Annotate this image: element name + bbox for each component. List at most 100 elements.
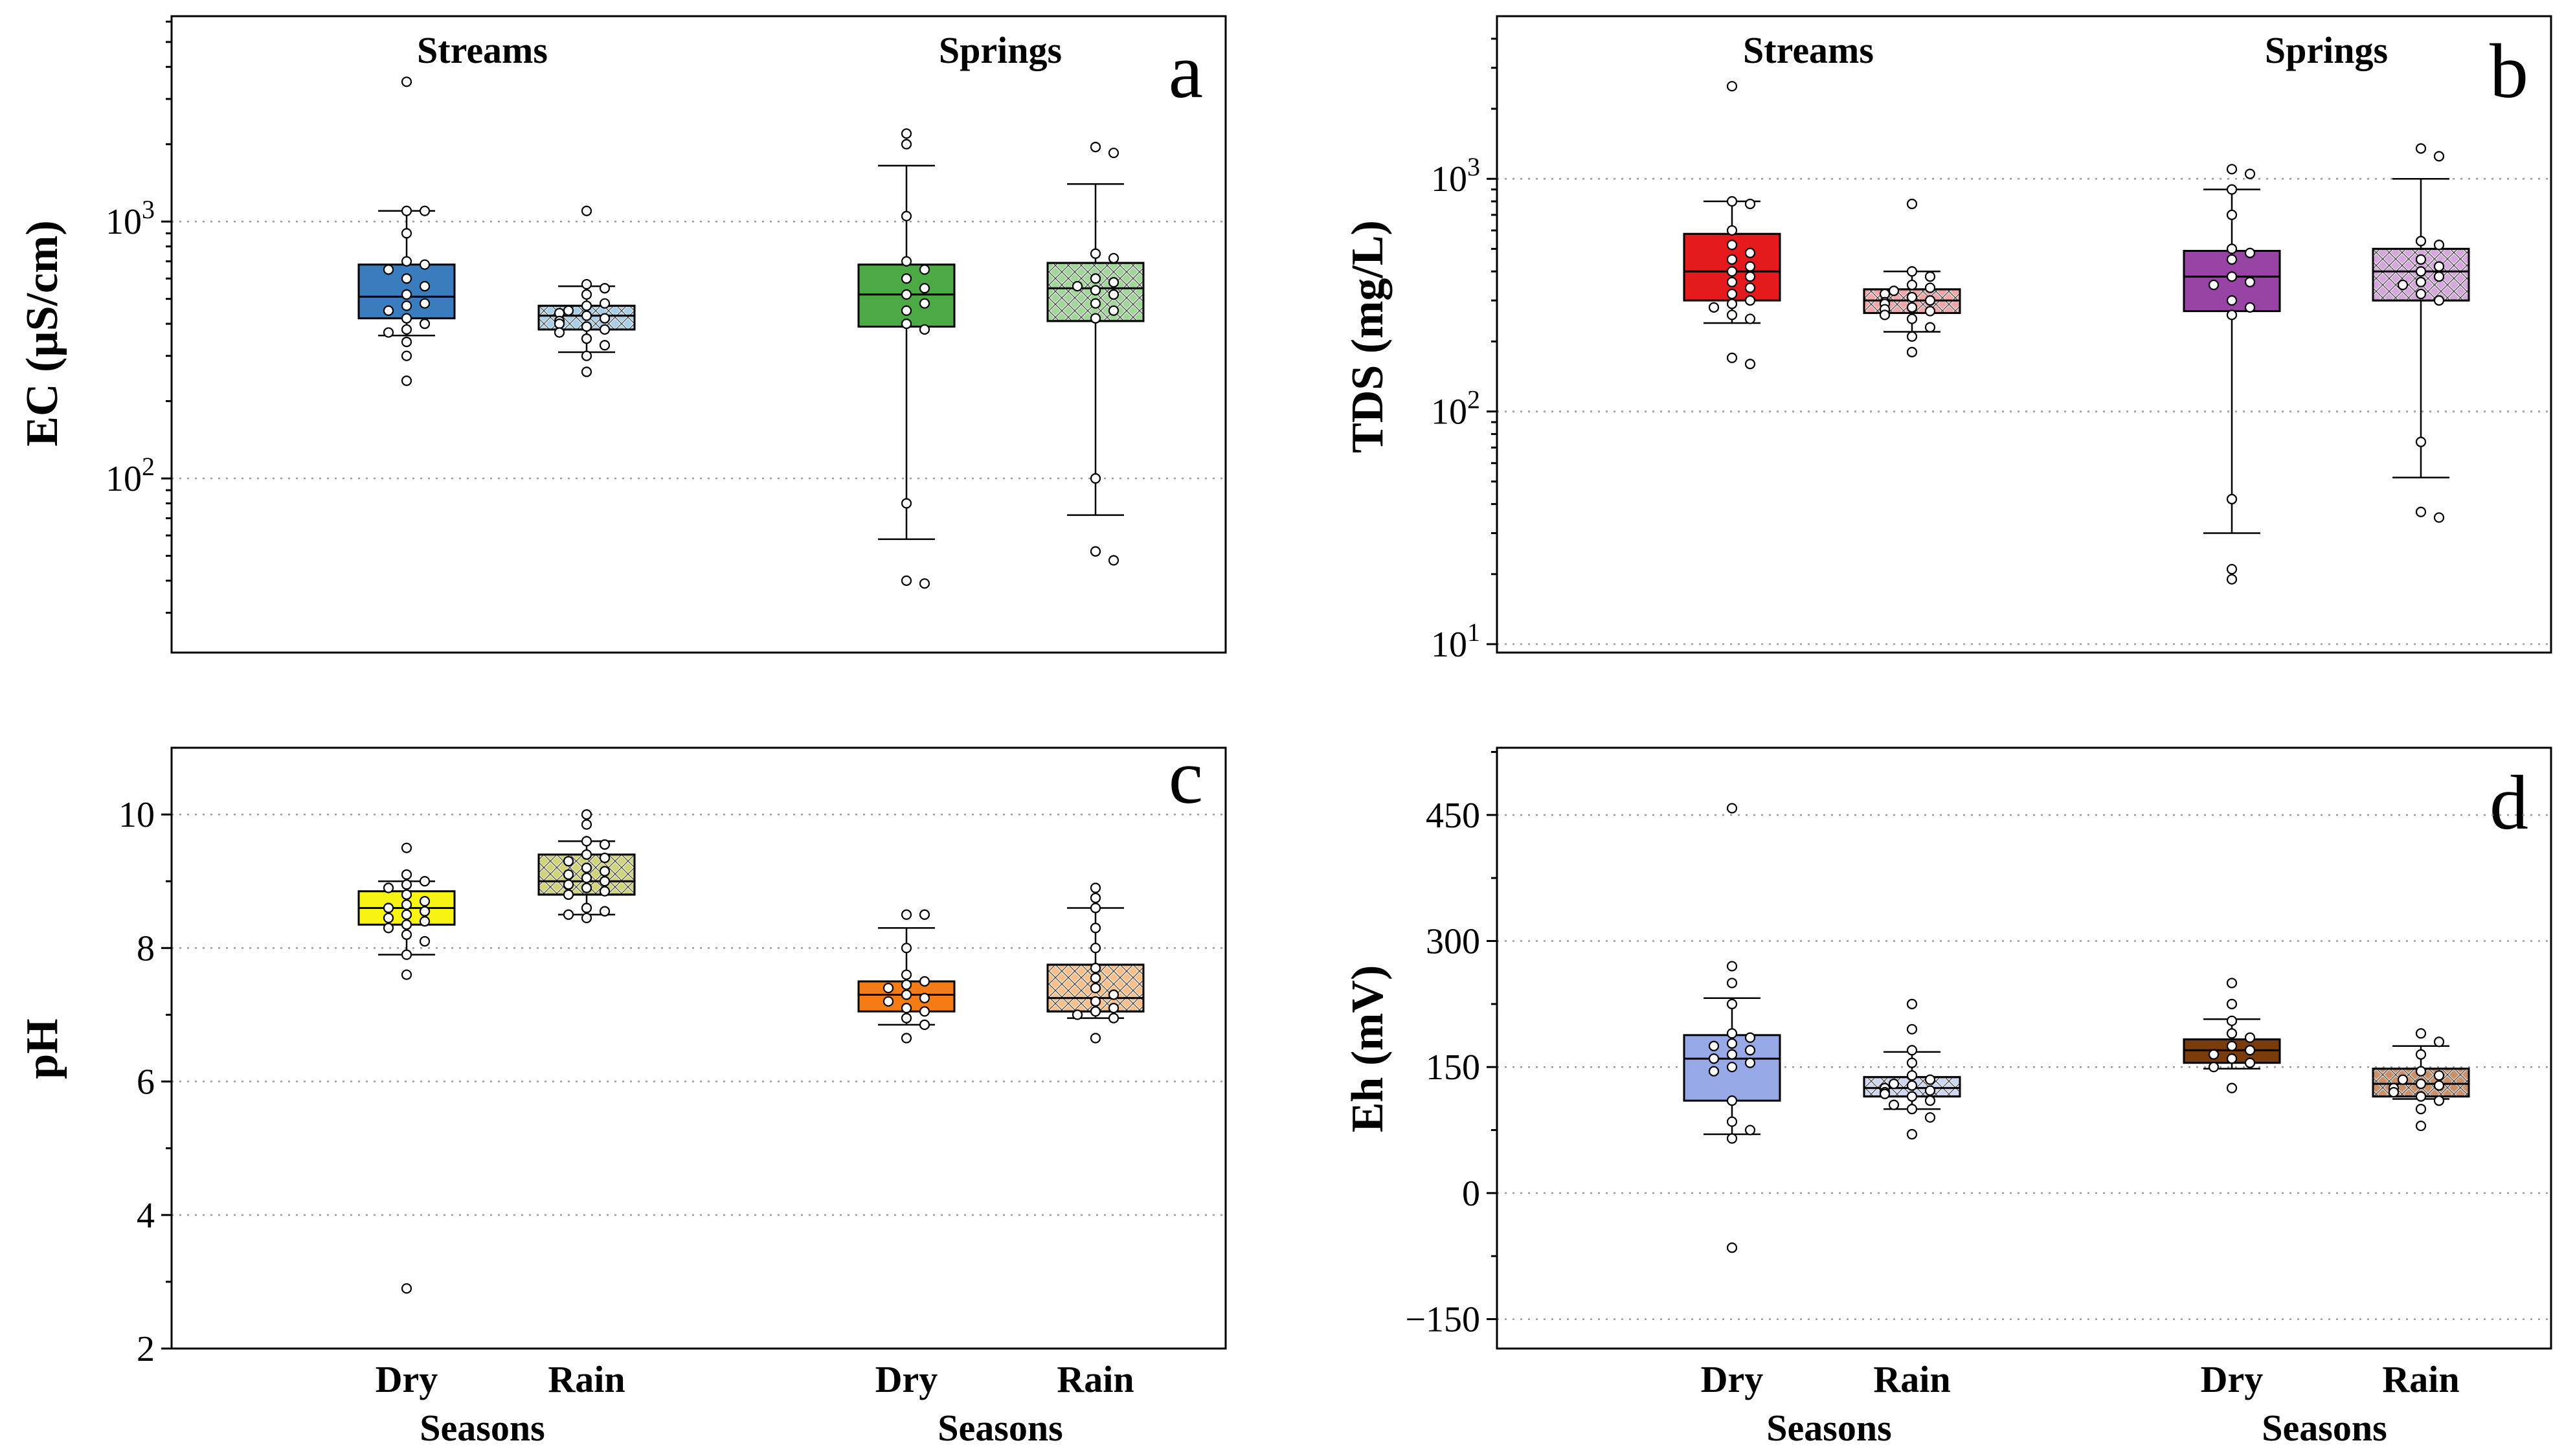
data-point bbox=[2226, 1028, 2238, 1039]
y-tick-label: 101 bbox=[1431, 618, 1480, 665]
data-point bbox=[581, 882, 592, 893]
data-point bbox=[599, 340, 611, 351]
data-point bbox=[419, 896, 431, 907]
data-point bbox=[1906, 346, 1918, 357]
data-point bbox=[1906, 1045, 1918, 1056]
data-point bbox=[1924, 1112, 1936, 1123]
data-point bbox=[1906, 1070, 1918, 1081]
data-point bbox=[401, 76, 412, 87]
data-point bbox=[1924, 1085, 1936, 1096]
data-point bbox=[1726, 1133, 1738, 1144]
group-title-springs-a: Springs bbox=[939, 29, 1062, 71]
data-point bbox=[2226, 1040, 2238, 1051]
data-point bbox=[901, 210, 912, 221]
data-point bbox=[883, 996, 894, 1007]
data-point bbox=[901, 909, 912, 920]
data-point bbox=[401, 256, 412, 267]
data-point bbox=[1906, 302, 1918, 313]
data-point bbox=[2415, 1028, 2427, 1039]
data-point bbox=[2415, 506, 2427, 517]
data-point bbox=[599, 886, 611, 897]
xlabel-c-springs: Seasons bbox=[938, 1407, 1063, 1449]
data-point bbox=[1090, 882, 1101, 893]
data-point bbox=[1906, 1024, 1918, 1035]
data-point bbox=[1726, 298, 1738, 309]
data-point bbox=[383, 882, 394, 893]
data-point bbox=[401, 350, 412, 361]
data-point bbox=[1924, 271, 1936, 282]
data-point bbox=[1090, 902, 1101, 913]
y-tick-label: 450 bbox=[1426, 796, 1480, 836]
xcat-c-rain-streams: Rain bbox=[548, 1358, 625, 1400]
data-point bbox=[383, 327, 394, 338]
data-point bbox=[1906, 266, 1918, 277]
data-point bbox=[2397, 279, 2409, 291]
data-point bbox=[581, 862, 592, 873]
data-point bbox=[1744, 271, 1756, 282]
data-point bbox=[383, 902, 394, 913]
data-point bbox=[901, 1033, 912, 1044]
data-point bbox=[563, 856, 574, 867]
data-point bbox=[383, 923, 394, 934]
plot-frame-b bbox=[1496, 15, 2552, 654]
panel-d: −150 0 150 300 450 bbox=[1405, 746, 2552, 1350]
data-point bbox=[919, 1019, 930, 1031]
xcat-c-dry-streams: Dry bbox=[376, 1358, 438, 1400]
y-tick-label: −150 bbox=[1405, 1300, 1480, 1340]
data-point bbox=[401, 228, 412, 239]
y-tick-label: 102 bbox=[106, 452, 155, 499]
data-point bbox=[1072, 1009, 1083, 1020]
data-point bbox=[401, 969, 412, 980]
data-point bbox=[581, 321, 592, 332]
data-point bbox=[2415, 1091, 2427, 1102]
data-point bbox=[383, 912, 394, 924]
data-point bbox=[2244, 302, 2256, 313]
data-point bbox=[581, 872, 592, 884]
data-point bbox=[1924, 322, 1936, 333]
data-point bbox=[1090, 248, 1101, 259]
data-point bbox=[1090, 273, 1101, 284]
data-point bbox=[1726, 196, 1738, 207]
box-b-springs-rain-outline bbox=[2372, 247, 2470, 302]
data-point bbox=[1708, 1040, 1720, 1051]
data-point bbox=[1090, 546, 1101, 557]
y-tick-label: 4 bbox=[137, 1196, 155, 1236]
data-point bbox=[563, 889, 574, 900]
data-point bbox=[1726, 1038, 1738, 1049]
xcat-d-rain-springs: Rain bbox=[2382, 1358, 2459, 1400]
data-point bbox=[1090, 892, 1101, 904]
data-point bbox=[401, 289, 412, 300]
y-tick-label: 0 bbox=[1462, 1174, 1480, 1214]
data-point bbox=[1108, 289, 1119, 300]
data-point bbox=[419, 319, 431, 330]
data-point bbox=[1726, 81, 1738, 92]
panel-letter-b: b bbox=[2490, 28, 2528, 114]
data-point bbox=[401, 949, 412, 960]
data-point bbox=[919, 976, 930, 987]
data-point bbox=[1906, 1091, 1918, 1102]
data-point bbox=[401, 889, 412, 900]
data-point bbox=[2433, 1080, 2445, 1091]
data-point bbox=[1726, 225, 1738, 236]
data-point bbox=[1906, 279, 1918, 291]
data-point bbox=[419, 259, 431, 270]
data-point bbox=[1726, 978, 1738, 989]
data-point bbox=[401, 337, 412, 348]
data-point bbox=[599, 283, 611, 294]
data-point bbox=[401, 324, 412, 335]
data-point bbox=[919, 324, 930, 335]
data-point bbox=[2415, 236, 2427, 247]
y-tick-label: 2 bbox=[137, 1329, 155, 1369]
data-point bbox=[1726, 266, 1738, 277]
data-point bbox=[1090, 963, 1101, 974]
data-point bbox=[1726, 288, 1738, 300]
data-point bbox=[919, 578, 930, 589]
data-point bbox=[2226, 184, 2238, 195]
data-point bbox=[1906, 313, 1918, 324]
data-point bbox=[581, 289, 592, 300]
data-point bbox=[1744, 1045, 1756, 1056]
data-point bbox=[2433, 271, 2445, 282]
xcat-c-rain-springs: Rain bbox=[1057, 1358, 1134, 1400]
y-tick-label: 103 bbox=[106, 195, 155, 242]
